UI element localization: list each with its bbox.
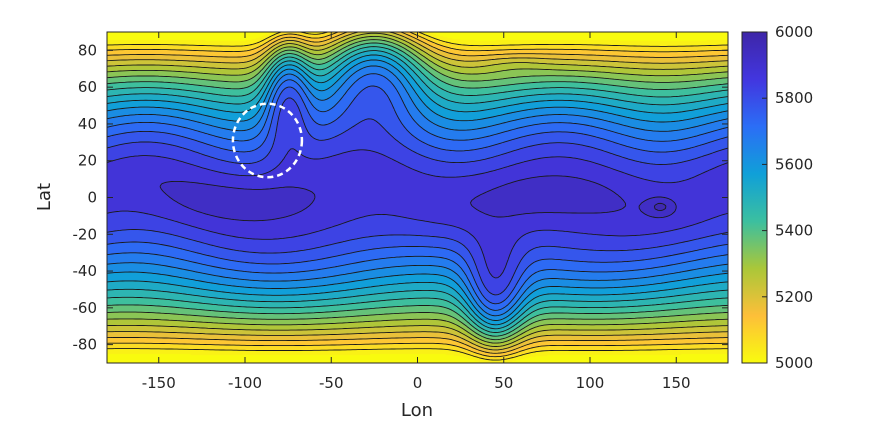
contour-line xyxy=(107,32,728,347)
y-tick-label: 60 xyxy=(78,78,97,96)
colorbar-ticks: 6000 5800 5600 5400 5200 5000 xyxy=(762,23,813,372)
colorbar-tick-label: 5200 xyxy=(775,288,813,306)
contour-line xyxy=(107,73,728,311)
contour-line xyxy=(107,54,728,326)
contour-line xyxy=(107,46,728,333)
x-tick-label: -150 xyxy=(142,374,176,392)
colorbar-tick-label: 6000 xyxy=(775,23,813,41)
x-axis: -150 -100 -50 0 50 100 150 xyxy=(142,32,691,392)
y-tick-label: 40 xyxy=(78,115,97,133)
contour-line xyxy=(107,97,728,296)
colorbar-tick-label: 5800 xyxy=(775,89,813,107)
contour-line xyxy=(107,39,728,341)
colorbar: 6000 5800 5600 5400 5200 5000 xyxy=(741,23,813,372)
contour-line xyxy=(107,65,728,317)
contour-line xyxy=(107,32,728,358)
y-tick-label: 0 xyxy=(87,189,97,207)
x-tick-label: 100 xyxy=(576,374,605,392)
x-tick-label: 50 xyxy=(494,374,513,392)
x-tick-label: -100 xyxy=(228,374,262,392)
y-tick-label: 80 xyxy=(78,41,97,59)
contour-line xyxy=(159,175,677,222)
x-tick-label: 150 xyxy=(662,374,691,392)
contour-line xyxy=(107,59,728,321)
x-tick-label: 0 xyxy=(413,374,423,392)
y-axis-label: Lat xyxy=(34,183,55,211)
colorbar-tick-label: 5400 xyxy=(775,222,813,240)
x-axis-label: Lon xyxy=(401,400,433,421)
contour-field xyxy=(107,32,728,363)
contour-line xyxy=(107,85,728,305)
y-axis: 80 60 40 20 0 -20 -40 -60 -80 xyxy=(73,41,728,354)
contour-line xyxy=(107,42,728,337)
x-tick-label: -50 xyxy=(319,374,344,392)
plot-area xyxy=(106,31,729,364)
y-tick-label: 20 xyxy=(78,152,97,170)
y-tick-label: -20 xyxy=(73,225,98,243)
contour-line xyxy=(107,32,728,354)
contour-line xyxy=(107,148,728,279)
colorbar-tick-label: 5000 xyxy=(775,354,813,372)
colorbar-gradient xyxy=(742,32,767,363)
y-tick-label: -80 xyxy=(73,336,98,354)
contour-line xyxy=(107,35,728,344)
y-tick-label: -40 xyxy=(73,262,98,280)
y-tick-label: -60 xyxy=(73,299,98,317)
contour-lines xyxy=(107,32,728,361)
dashed-circle-annotation xyxy=(231,102,304,179)
contour-line xyxy=(107,32,728,361)
contour-line xyxy=(654,202,667,212)
colorbar-frame xyxy=(741,31,768,364)
contour-line xyxy=(107,32,728,351)
contour-line xyxy=(107,50,728,330)
colorbar-tick-label: 5600 xyxy=(775,155,813,173)
